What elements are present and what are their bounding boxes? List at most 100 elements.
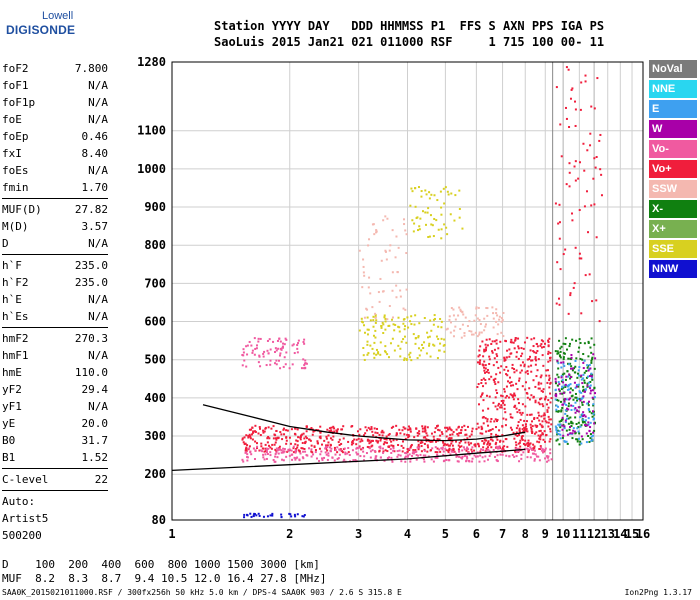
echo-point bbox=[463, 332, 466, 335]
echo-point bbox=[570, 358, 573, 361]
echo-point bbox=[571, 338, 574, 341]
param-key: fmin bbox=[2, 181, 29, 194]
echo-point bbox=[569, 294, 572, 297]
echo-point bbox=[533, 449, 536, 452]
echo-point bbox=[246, 513, 249, 516]
echo-point bbox=[390, 426, 393, 429]
echo-point bbox=[508, 376, 511, 379]
echo-point bbox=[547, 425, 550, 428]
echo-point bbox=[557, 423, 560, 426]
echo-point bbox=[241, 437, 244, 440]
echo-point bbox=[531, 359, 534, 362]
echo-point bbox=[555, 427, 558, 430]
echo-point bbox=[503, 368, 506, 371]
echo-point bbox=[582, 373, 585, 376]
echo-point bbox=[541, 451, 544, 454]
echo-point bbox=[414, 187, 417, 190]
echo-point bbox=[591, 358, 594, 361]
echo-point bbox=[334, 449, 337, 452]
echo-point bbox=[404, 456, 407, 459]
echo-point bbox=[369, 344, 372, 347]
echo-point bbox=[408, 448, 411, 451]
legend-item: NoVal bbox=[649, 60, 697, 78]
echo-point bbox=[406, 433, 409, 436]
echo-point bbox=[460, 440, 463, 443]
echo-point bbox=[374, 329, 377, 332]
echo-point bbox=[575, 396, 578, 399]
echo-point bbox=[443, 202, 446, 205]
echo-point bbox=[477, 426, 480, 429]
echo-point bbox=[575, 385, 578, 388]
echo-point bbox=[291, 458, 294, 461]
echo-point bbox=[247, 436, 250, 439]
echo-point bbox=[549, 452, 552, 455]
echo-point bbox=[576, 409, 579, 412]
echo-point bbox=[517, 345, 520, 348]
echo-point bbox=[584, 80, 587, 83]
echo-point bbox=[480, 448, 483, 451]
echo-point bbox=[263, 458, 266, 461]
auto-line: 500200 bbox=[2, 529, 42, 542]
echo-point bbox=[278, 445, 281, 448]
echo-point bbox=[571, 437, 574, 440]
echo-point bbox=[249, 435, 252, 438]
echo-point bbox=[424, 428, 427, 431]
echo-point bbox=[289, 513, 292, 516]
echo-point bbox=[517, 447, 520, 450]
echo-point bbox=[576, 438, 579, 441]
echo-point bbox=[588, 400, 591, 403]
echo-point bbox=[325, 444, 328, 447]
echo-point bbox=[496, 454, 499, 457]
echo-point bbox=[581, 438, 584, 441]
echo-point bbox=[288, 448, 291, 451]
echo-point bbox=[261, 447, 264, 450]
echo-point bbox=[541, 448, 544, 451]
echo-point bbox=[549, 438, 552, 441]
echo-point bbox=[559, 347, 562, 350]
param-value: 270.3 bbox=[74, 332, 108, 345]
echo-point bbox=[566, 388, 569, 391]
echo-point bbox=[533, 445, 536, 448]
echo-point bbox=[496, 408, 499, 411]
echo-point bbox=[414, 205, 417, 208]
echo-point bbox=[428, 191, 431, 194]
echo-point bbox=[421, 427, 424, 430]
echo-point bbox=[402, 426, 405, 429]
echo-point bbox=[436, 447, 439, 450]
echo-point bbox=[587, 355, 590, 358]
echo-point bbox=[446, 327, 449, 330]
legend-item: Vo+ bbox=[649, 160, 697, 178]
echo-point bbox=[276, 449, 279, 452]
echo-point bbox=[380, 324, 383, 327]
echo-point bbox=[524, 423, 527, 426]
echo-point bbox=[265, 364, 268, 367]
echo-point bbox=[467, 441, 470, 444]
echo-point bbox=[384, 317, 387, 320]
echo-point bbox=[402, 307, 405, 310]
echo-point bbox=[548, 379, 551, 382]
echo-point bbox=[398, 326, 401, 329]
echo-point bbox=[288, 512, 291, 515]
echo-point bbox=[274, 448, 277, 451]
echo-point bbox=[546, 460, 549, 463]
param-row: foE N/A bbox=[2, 111, 108, 128]
echo-point bbox=[366, 353, 369, 356]
echo-point bbox=[483, 441, 486, 444]
echo-point bbox=[559, 268, 562, 271]
echo-point bbox=[593, 422, 596, 425]
param-value: N/A bbox=[88, 310, 108, 323]
echo-point bbox=[425, 432, 428, 435]
echo-point bbox=[557, 405, 560, 408]
echo-point bbox=[383, 350, 386, 353]
echo-point bbox=[574, 392, 577, 395]
echo-point bbox=[362, 265, 365, 268]
echo-point bbox=[460, 445, 463, 448]
echo-point bbox=[377, 352, 380, 355]
echo-point bbox=[430, 329, 433, 332]
echo-point bbox=[517, 337, 520, 340]
echo-point bbox=[369, 450, 372, 453]
echo-point bbox=[331, 456, 334, 459]
echo-point bbox=[363, 455, 366, 458]
echo-point bbox=[423, 341, 426, 344]
echo-point bbox=[436, 456, 439, 459]
